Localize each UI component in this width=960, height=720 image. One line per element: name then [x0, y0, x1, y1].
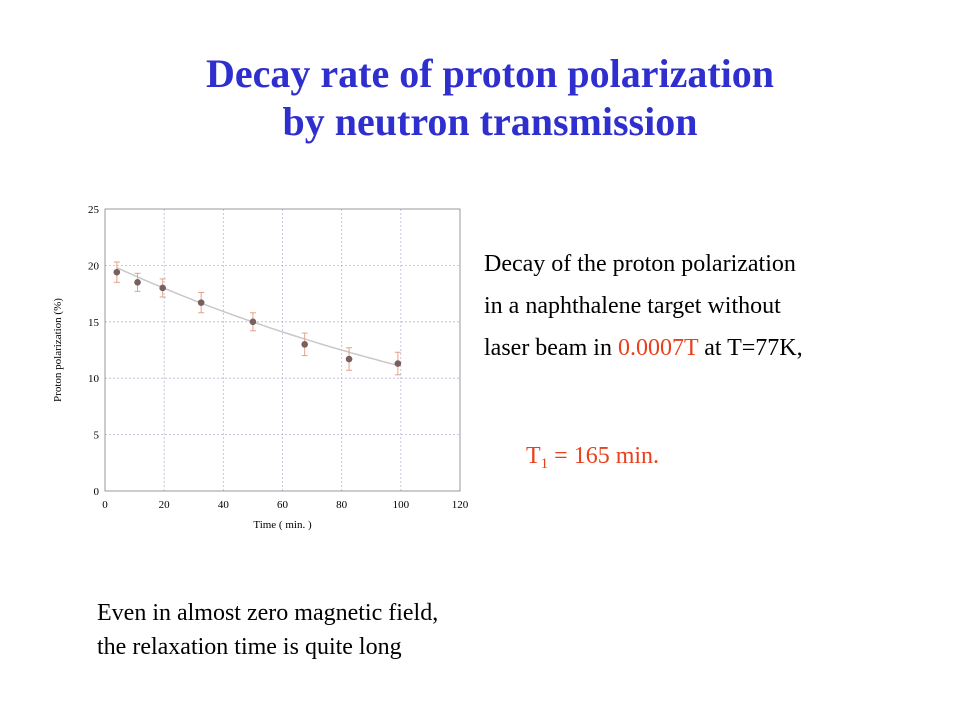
x-tick-label: 40 — [218, 499, 230, 511]
description-line-3-prefix: laser beam in — [484, 335, 618, 361]
data-point — [134, 279, 141, 286]
x-tick-label: 20 — [159, 499, 171, 511]
x-tick-label: 80 — [336, 499, 348, 511]
data-point — [159, 284, 166, 292]
description-line-3-suffix: at T=77K, — [698, 335, 803, 361]
axis-ticks: 0 20 40 60 80 100 120 0 5 10 15 20 25 — [88, 204, 469, 511]
y-tick-label: 5 — [94, 430, 100, 442]
data-point — [249, 318, 257, 326]
x-tick-label: 120 — [452, 499, 469, 511]
description: Decay of the proton polarization in a na… — [484, 243, 803, 369]
chart-grid — [105, 209, 460, 491]
data-point — [345, 355, 353, 363]
x-tick-label: 100 — [393, 499, 410, 511]
magnetic-field-value: 0.0007T — [617, 335, 699, 361]
t-subscript: 1 — [540, 456, 549, 472]
data-points — [113, 261, 402, 376]
data-point — [197, 299, 205, 306]
x-tick-label: 0 — [102, 499, 108, 511]
fit-curve — [116, 267, 399, 367]
y-axis-label: Proton polarization (%) — [52, 298, 64, 402]
y-tick-label: 0 — [94, 486, 100, 498]
description-line-2: in a naphthalene target without — [484, 293, 781, 319]
y-tick-label: 25 — [88, 204, 100, 216]
slide-title: Decay rate of proton polarization by neu… — [0, 50, 960, 146]
fit-curve-group — [116, 267, 399, 367]
data-point — [394, 360, 402, 367]
t-symbol: T — [526, 443, 541, 469]
y-tick-label: 15 — [88, 317, 100, 329]
y-tick-label: 10 — [88, 373, 100, 385]
x-axis-label: Time ( min. ) — [253, 519, 312, 531]
conclusion-line-2: the relaxation time is quite long — [97, 634, 402, 660]
title-line-1: Decay rate of proton polarization — [205, 51, 775, 96]
data-point — [113, 268, 121, 276]
conclusion: Even in almost zero magnetic field, the … — [97, 596, 438, 664]
title-line-2: by neutron transmission — [282, 99, 698, 144]
data-point — [301, 341, 308, 348]
description-line-1: Decay of the proton polarization — [484, 251, 796, 277]
y-tick-label: 20 — [88, 260, 100, 272]
plot-frame — [104, 208, 461, 492]
x-tick-label: 60 — [277, 499, 289, 511]
relaxation-time: T1 = 165 min. — [526, 443, 659, 473]
t-value: = 165 min. — [548, 443, 660, 469]
description-line-3: laser beam in 0.0007T at T=77K, — [484, 327, 803, 369]
conclusion-line-1: Even in almost zero magnetic field, — [97, 600, 439, 626]
